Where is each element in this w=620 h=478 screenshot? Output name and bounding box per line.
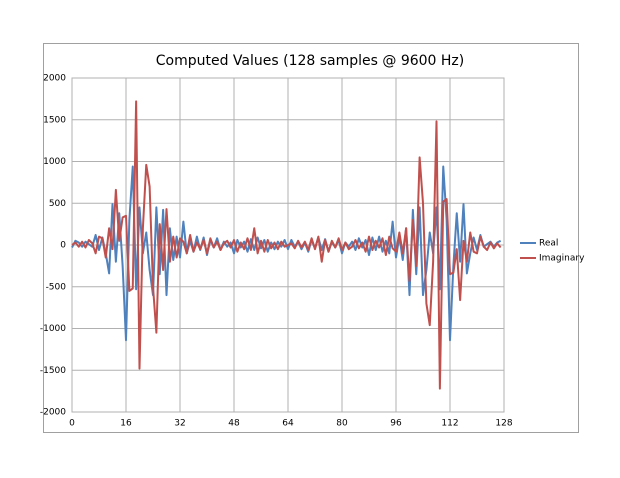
legend-label: Imaginary bbox=[539, 254, 585, 264]
y-tick-label: 1000 bbox=[43, 157, 66, 167]
y-tick-label: 500 bbox=[49, 199, 66, 209]
series-line bbox=[71, 165, 502, 342]
y-tick-label: 0 bbox=[60, 241, 66, 251]
x-tick-label: 0 bbox=[69, 419, 75, 429]
x-tick-label: 112 bbox=[441, 419, 458, 429]
x-tick-label: 32 bbox=[174, 419, 185, 429]
x-tick-label: 16 bbox=[120, 419, 132, 429]
x-tick-label: 96 bbox=[390, 419, 402, 429]
x-tick-label: 64 bbox=[282, 419, 294, 429]
y-tick-label: 1500 bbox=[43, 115, 66, 125]
y-tick-label: -2000 bbox=[40, 408, 66, 418]
x-tick-label: 80 bbox=[336, 419, 348, 429]
x-tick-label: 48 bbox=[228, 419, 240, 429]
chart-title: Computed Values (128 samples @ 9600 Hz) bbox=[156, 53, 465, 69]
x-tick-label: 128 bbox=[495, 419, 512, 429]
y-tick-label: -500 bbox=[46, 282, 67, 292]
y-tick-label: -1500 bbox=[40, 366, 66, 376]
legend-label: Real bbox=[539, 239, 558, 249]
series-line bbox=[71, 100, 502, 390]
y-tick-label: 2000 bbox=[43, 74, 66, 84]
y-tick-label: -1000 bbox=[40, 324, 66, 334]
